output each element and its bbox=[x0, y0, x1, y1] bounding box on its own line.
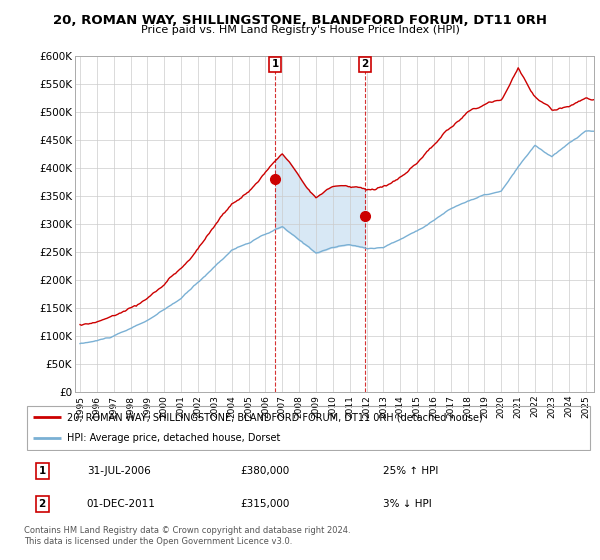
Text: 25% ↑ HPI: 25% ↑ HPI bbox=[383, 466, 439, 476]
Text: £380,000: £380,000 bbox=[241, 466, 290, 476]
Text: Contains HM Land Registry data © Crown copyright and database right 2024.
This d: Contains HM Land Registry data © Crown c… bbox=[24, 526, 350, 546]
Text: Price paid vs. HM Land Registry's House Price Index (HPI): Price paid vs. HM Land Registry's House … bbox=[140, 25, 460, 35]
Text: 2: 2 bbox=[38, 499, 46, 509]
Text: 3% ↓ HPI: 3% ↓ HPI bbox=[383, 499, 432, 509]
Text: £315,000: £315,000 bbox=[241, 499, 290, 509]
Text: 1: 1 bbox=[38, 466, 46, 476]
Text: 31-JUL-2006: 31-JUL-2006 bbox=[87, 466, 151, 476]
Text: HPI: Average price, detached house, Dorset: HPI: Average price, detached house, Dors… bbox=[67, 433, 280, 444]
Text: 2: 2 bbox=[361, 59, 369, 69]
Text: 01-DEC-2011: 01-DEC-2011 bbox=[87, 499, 155, 509]
Text: 20, ROMAN WAY, SHILLINGSTONE, BLANDFORD FORUM, DT11 0RH: 20, ROMAN WAY, SHILLINGSTONE, BLANDFORD … bbox=[53, 14, 547, 27]
Text: 1: 1 bbox=[272, 59, 279, 69]
Text: 20, ROMAN WAY, SHILLINGSTONE, BLANDFORD FORUM, DT11 0RH (detached house): 20, ROMAN WAY, SHILLINGSTONE, BLANDFORD … bbox=[67, 412, 482, 422]
